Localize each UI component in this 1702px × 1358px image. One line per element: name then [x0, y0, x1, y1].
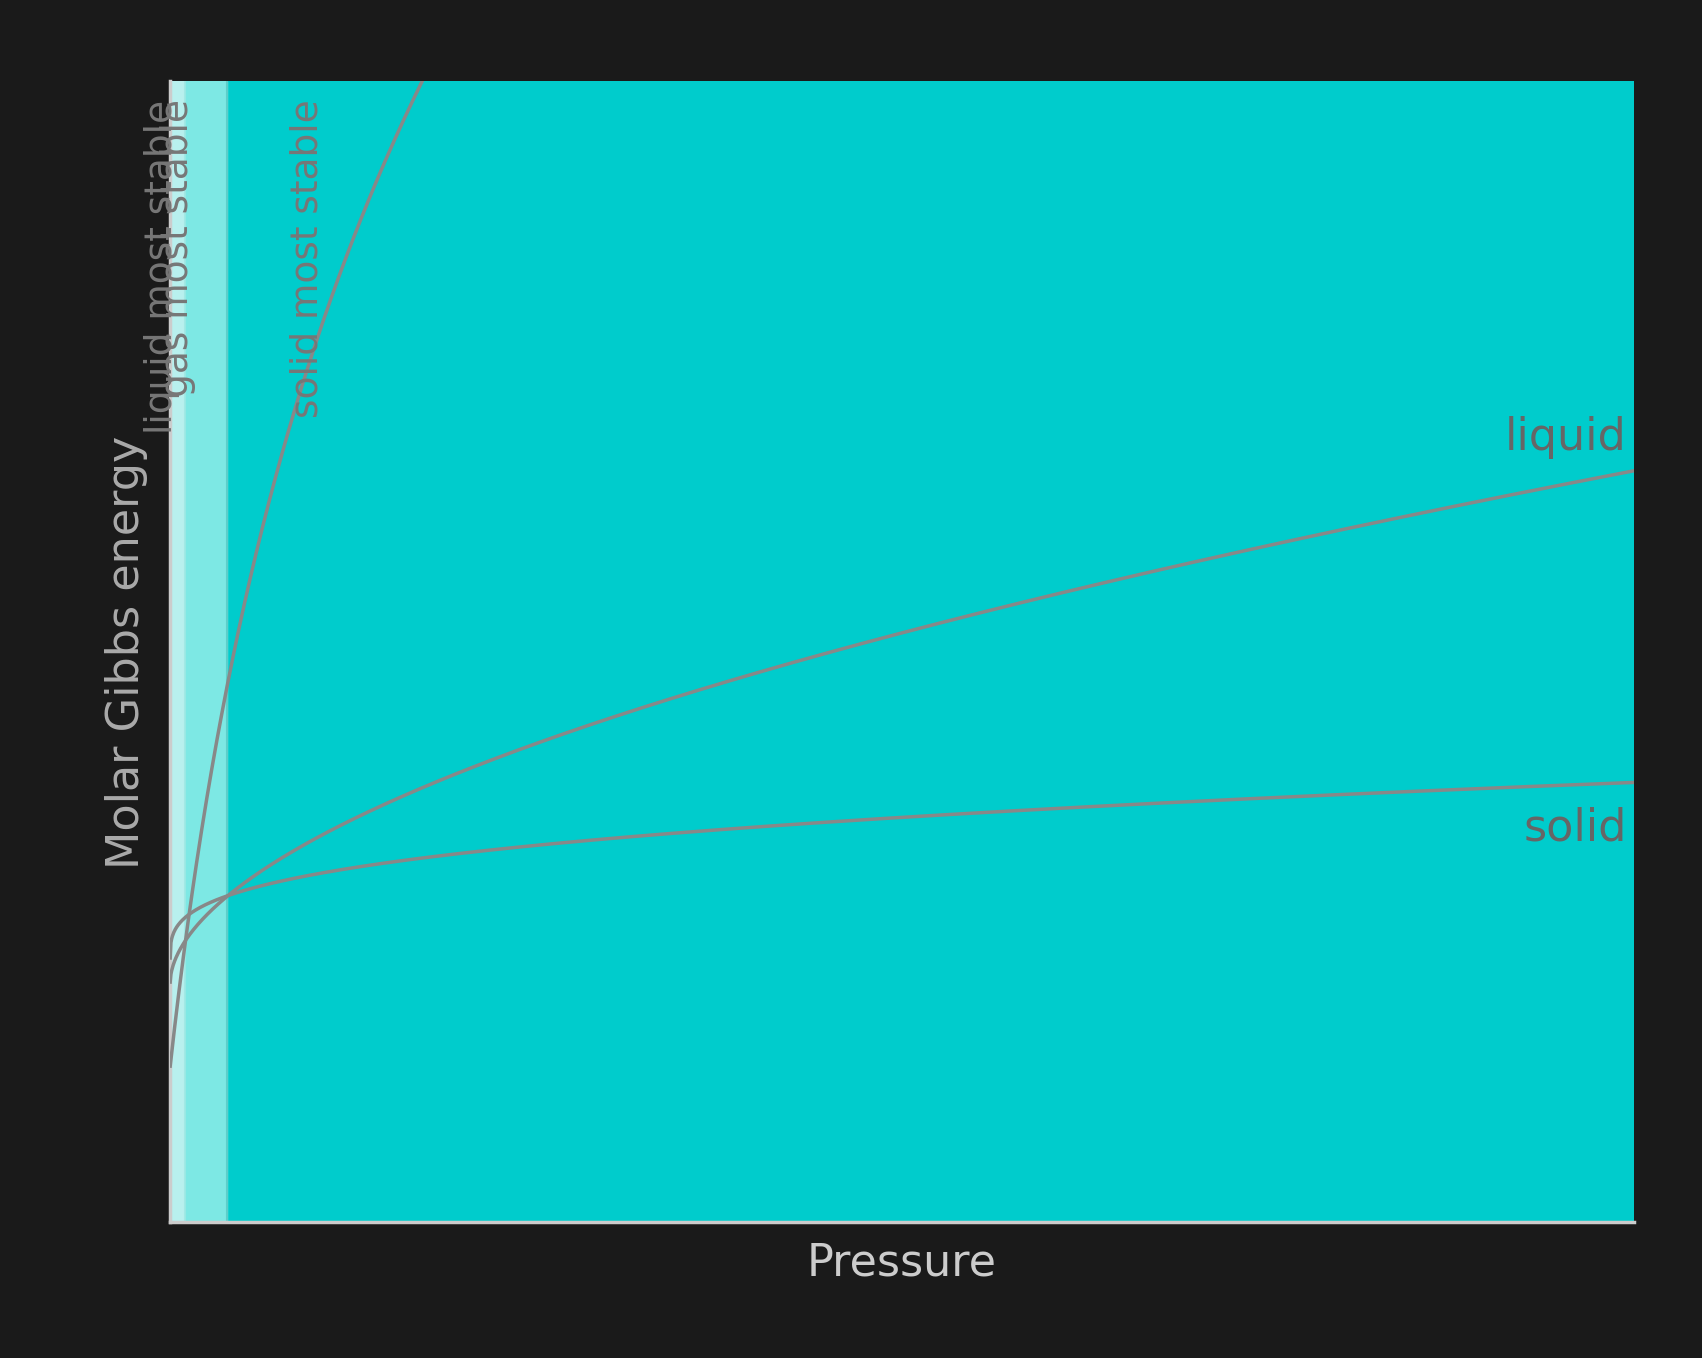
- Bar: [186, 81, 226, 1222]
- Text: liquid most stable: liquid most stable: [145, 99, 180, 433]
- Bar: [170, 81, 186, 1222]
- Text: solid: solid: [1523, 807, 1627, 850]
- Text: liquid: liquid: [1505, 416, 1627, 459]
- Y-axis label: Molar Gibbs energy: Molar Gibbs energy: [106, 435, 148, 869]
- Text: gas most stable: gas most stable: [160, 99, 196, 398]
- X-axis label: Pressure: Pressure: [807, 1241, 997, 1285]
- Text: solid most stable: solid most stable: [289, 99, 325, 418]
